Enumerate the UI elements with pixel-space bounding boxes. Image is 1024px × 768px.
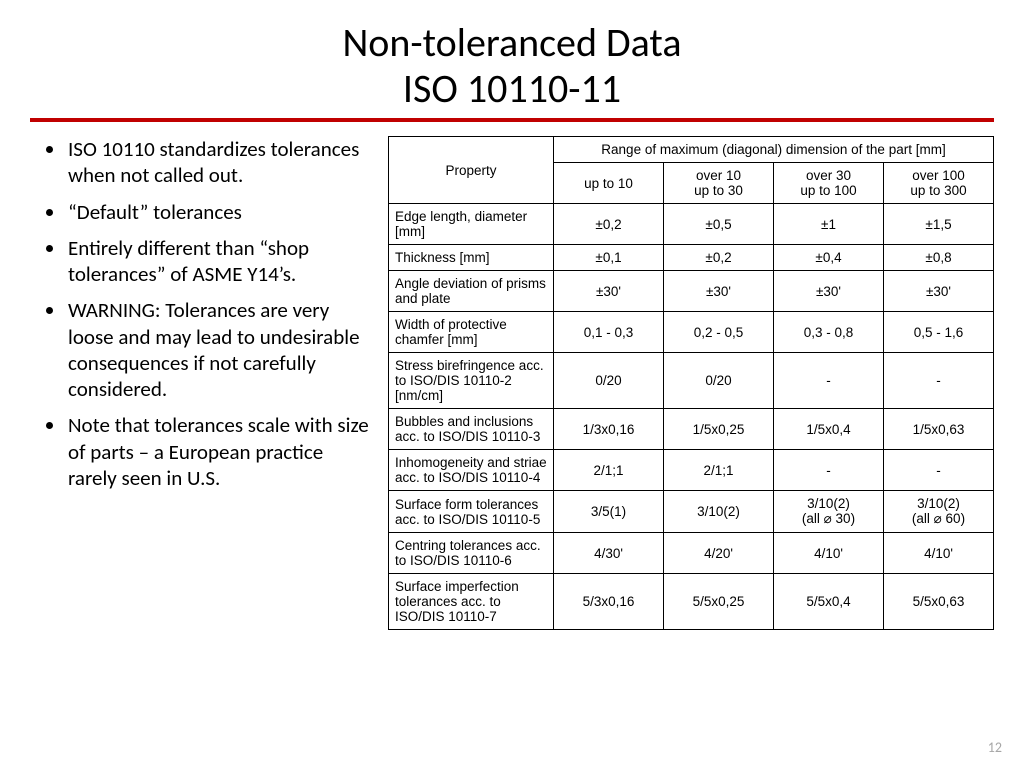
property-cell: Centring tolerances acc. to ISO/DIS 1011… <box>389 533 554 574</box>
table-row: Thickness [mm] ±0,1 ±0,2 ±0,4 ±0,8 <box>389 245 994 271</box>
property-cell: Inhomogeneity and striae acc. to ISO/DIS… <box>389 450 554 491</box>
value-cell: ±0,1 <box>554 245 664 271</box>
bullet-item: ISO 10110 standardizes tolerances when n… <box>66 136 370 189</box>
value-cell: 4/20' <box>664 533 774 574</box>
title-underline <box>30 118 994 122</box>
value-cell: ±0,8 <box>884 245 994 271</box>
value-cell: ±1,5 <box>884 204 994 245</box>
value-cell: - <box>884 353 994 409</box>
column-header-range: over 30up to 100 <box>774 163 884 204</box>
bullet-list: ISO 10110 standardizes tolerances when n… <box>30 136 370 630</box>
value-cell: 0,3 - 0,8 <box>774 312 884 353</box>
value-cell: - <box>884 450 994 491</box>
value-cell: ±30' <box>554 271 664 312</box>
value-cell: 4/30' <box>554 533 664 574</box>
slide-title-block: Non-toleranced Data ISO 10110-11 <box>30 20 994 112</box>
property-cell: Surface form tolerances acc. to ISO/DIS … <box>389 491 554 533</box>
value-cell: ±0,5 <box>664 204 774 245</box>
table-row: Angle deviation of prisms and plate ±30'… <box>389 271 994 312</box>
property-cell: Angle deviation of prisms and plate <box>389 271 554 312</box>
value-cell: 5/5x0,63 <box>884 574 994 630</box>
value-cell: - <box>774 450 884 491</box>
value-cell: 3/5(1) <box>554 491 664 533</box>
value-cell: ±0,2 <box>554 204 664 245</box>
slide-title-line2: ISO 10110-11 <box>30 66 994 112</box>
bullet-item: Entirely different than “shop tolerances… <box>66 235 370 288</box>
slide-body: ISO 10110 standardizes tolerances when n… <box>30 136 994 630</box>
value-cell: 5/5x0,4 <box>774 574 884 630</box>
value-cell: 3/10(2)(all ⌀ 30) <box>774 491 884 533</box>
value-cell: 0,2 - 0,5 <box>664 312 774 353</box>
value-cell: ±30' <box>884 271 994 312</box>
table-header-row-1: Property Range of maximum (diagonal) dim… <box>389 137 994 163</box>
table-row: Surface form tolerances acc. to ISO/DIS … <box>389 491 994 533</box>
value-cell: 1/5x0,63 <box>884 409 994 450</box>
bullet-item: WARNING: Tolerances are very loose and m… <box>66 297 370 402</box>
property-cell: Thickness [mm] <box>389 245 554 271</box>
slide: Non-toleranced Data ISO 10110-11 ISO 101… <box>0 0 1024 768</box>
value-cell: 4/10' <box>774 533 884 574</box>
table-row: Surface imperfection tolerances acc. to … <box>389 574 994 630</box>
value-cell: 1/5x0,25 <box>664 409 774 450</box>
table-row: Inhomogeneity and striae acc. to ISO/DIS… <box>389 450 994 491</box>
value-cell: 0,1 - 0,3 <box>554 312 664 353</box>
value-cell: ±0,4 <box>774 245 884 271</box>
value-cell: ±1 <box>774 204 884 245</box>
column-header-property: Property <box>389 137 554 204</box>
value-cell: 0/20 <box>664 353 774 409</box>
table-body: Edge length, diameter [mm] ±0,2 ±0,5 ±1 … <box>389 204 994 630</box>
property-cell: Surface imperfection tolerances acc. to … <box>389 574 554 630</box>
table-row: Edge length, diameter [mm] ±0,2 ±0,5 ±1 … <box>389 204 994 245</box>
column-header-range: over 10up to 30 <box>664 163 774 204</box>
value-cell: 2/1;1 <box>554 450 664 491</box>
bullet-item: “Default” tolerances <box>66 199 370 225</box>
table-row: Centring tolerances acc. to ISO/DIS 1011… <box>389 533 994 574</box>
value-cell: 0/20 <box>554 353 664 409</box>
value-cell: 1/5x0,4 <box>774 409 884 450</box>
tolerance-table: Property Range of maximum (diagonal) dim… <box>388 136 994 630</box>
property-cell: Width of protective chamfer [mm] <box>389 312 554 353</box>
value-cell: 5/3x0,16 <box>554 574 664 630</box>
value-cell: - <box>774 353 884 409</box>
column-header-range: over 100up to 300 <box>884 163 994 204</box>
value-cell: ±30' <box>774 271 884 312</box>
value-cell: 0,5 - 1,6 <box>884 312 994 353</box>
bullet-item: Note that tolerances scale with size of … <box>66 412 370 491</box>
value-cell: ±0,2 <box>664 245 774 271</box>
value-cell: 3/10(2) <box>664 491 774 533</box>
value-cell: 5/5x0,25 <box>664 574 774 630</box>
value-cell: 3/10(2)(all ⌀ 60) <box>884 491 994 533</box>
page-number: 12 <box>988 739 1002 756</box>
value-cell: ±30' <box>664 271 774 312</box>
table-row: Stress birefringence acc. to ISO/DIS 101… <box>389 353 994 409</box>
value-cell: 2/1;1 <box>664 450 774 491</box>
slide-title-line1: Non-toleranced Data <box>30 20 994 66</box>
table-row: Bubbles and inclusions acc. to ISO/DIS 1… <box>389 409 994 450</box>
column-super-header: Range of maximum (diagonal) dimension of… <box>554 137 994 163</box>
column-header-range: up to 10 <box>554 163 664 204</box>
value-cell: 1/3x0,16 <box>554 409 664 450</box>
table-row: Width of protective chamfer [mm] 0,1 - 0… <box>389 312 994 353</box>
value-cell: 4/10' <box>884 533 994 574</box>
tolerance-table-container: Property Range of maximum (diagonal) dim… <box>388 136 994 630</box>
property-cell: Stress birefringence acc. to ISO/DIS 101… <box>389 353 554 409</box>
property-cell: Bubbles and inclusions acc. to ISO/DIS 1… <box>389 409 554 450</box>
property-cell: Edge length, diameter [mm] <box>389 204 554 245</box>
